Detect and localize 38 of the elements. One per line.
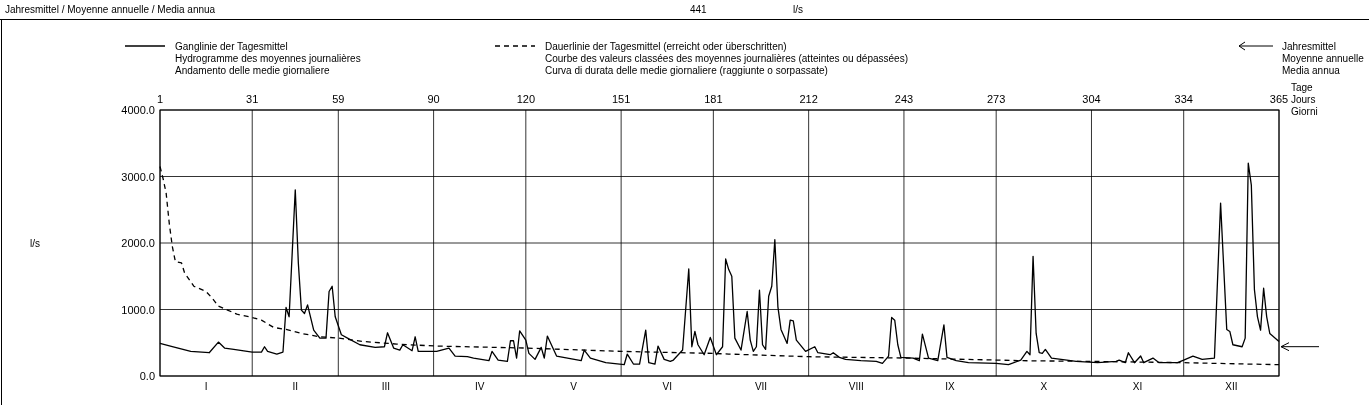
x-tick-label: 304 <box>1082 93 1101 105</box>
y-tick-label: 3000.0 <box>121 170 155 183</box>
y-tick-label: 4000.0 <box>121 104 155 116</box>
x-tick-label: 120 <box>516 93 536 105</box>
x-tick-label: 90 <box>427 93 440 105</box>
text: III <box>381 381 391 392</box>
text: 441 <box>690 4 708 15</box>
x-tick-label: 334 <box>1174 93 1193 105</box>
legend-label: Ganglinie der Tagesmittel Hydrogramme des moyennes journalières Andamento delle medie giornaliere <box>175 41 361 76</box>
text: l/s <box>30 238 40 249</box>
y-tick-label: 2000.0 <box>121 237 155 249</box>
x-tick-label: 1 <box>156 93 164 105</box>
x-tick-label: 59 <box>332 93 345 105</box>
text: IV <box>474 381 485 392</box>
x-axis-title: Tage Jours Giorni <box>1291 82 1318 117</box>
text: I <box>204 381 208 392</box>
y-tick-label: 1000.0 <box>121 303 155 316</box>
text: VI <box>662 381 672 392</box>
text: VII <box>754 381 768 392</box>
text: XII <box>1225 381 1238 392</box>
x-tick-label: 31 <box>246 93 259 105</box>
text: Jahresmittel Moyenne annuelle Media annua <box>1282 41 1365 76</box>
x-tick-label: 212 <box>799 93 818 105</box>
text: l/s <box>793 4 803 15</box>
legend-label: Dauerlinie der Tagesmittel (erreicht oder überschritten) Courbe des valeurs classées des moyennes journalières (atteintes ou dépassées) Curva di durata delle medie giornaliere (raggiunte o sorpassate) <box>545 41 908 76</box>
text: IX <box>945 381 956 392</box>
x-tick-label: 151 <box>611 93 631 105</box>
x-tick-label: 181 <box>704 93 723 105</box>
x-tick-label: 365 <box>1269 93 1289 105</box>
text: V <box>570 381 578 392</box>
text: X <box>1040 381 1048 392</box>
x-tick-label: 273 <box>987 93 1006 105</box>
text: XI <box>1132 381 1143 392</box>
x-tick-label: 243 <box>894 93 914 105</box>
text: II <box>292 381 299 392</box>
chart-title: Jahresmittel / Moyenne annuelle / Media annua <box>5 4 216 15</box>
y-tick-label: 0.0 <box>139 370 155 382</box>
text: VIII <box>848 381 864 392</box>
